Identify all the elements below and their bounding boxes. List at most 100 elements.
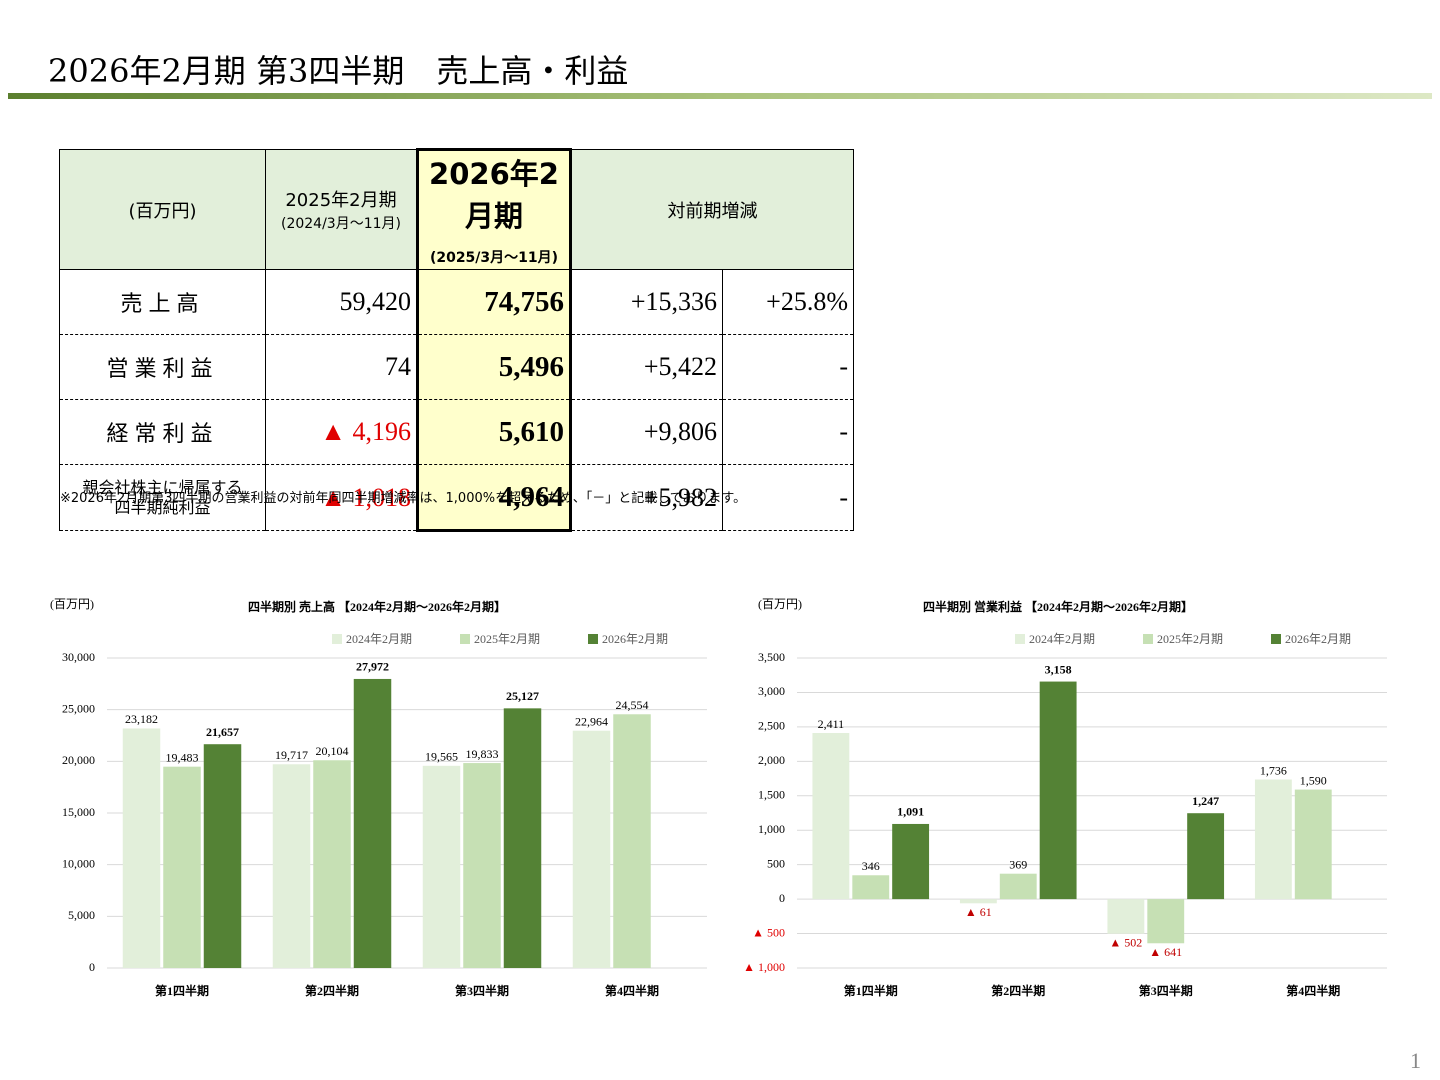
x-tick-label: 第1四半期 <box>844 983 898 998</box>
title-rule <box>8 93 1432 99</box>
x-tick-label: 第4四半期 <box>605 983 659 998</box>
cell: ▲ 1,018 <box>265 464 418 531</box>
row-label: 売上高 <box>59 269 266 335</box>
x-tick-label: 第1四半期 <box>155 983 209 998</box>
y-tick-label: 0 <box>89 960 95 974</box>
bar <box>353 678 392 968</box>
slide-title: 2026年2月期 第3四半期 売上高・利益 <box>48 52 629 90</box>
prev-header-range: (2024/3月～11月) <box>281 216 401 232</box>
y-tick-label: 30,000 <box>62 650 95 664</box>
value-label: 19,565 <box>425 750 458 764</box>
legend-label: 2024年2月期 <box>346 632 412 646</box>
results-table: (百万円) 2025年2月期 (2024/3月～11月) 2026年2月期 (202… <box>59 148 854 532</box>
bar <box>1039 681 1077 900</box>
bar <box>1147 899 1185 944</box>
value-label: 19,833 <box>466 747 499 761</box>
bar <box>1254 779 1292 900</box>
y-tick-label: 25,000 <box>62 701 95 715</box>
row-label-line: 親会社株主に帰属する <box>82 477 243 497</box>
bar <box>122 728 161 968</box>
x-tick-label: 第3四半期 <box>455 983 509 998</box>
unit-header: (百万円) <box>59 149 266 270</box>
value-label: 20,104 <box>316 744 349 758</box>
y-tick-label: 3,500 <box>758 650 785 664</box>
value-label: 23,182 <box>125 712 158 726</box>
bar <box>272 764 311 968</box>
bar <box>1187 813 1225 900</box>
legend-label: 2025年2月期 <box>474 632 540 646</box>
y-tick-label: 1,000 <box>758 822 785 836</box>
cell: +25.8% <box>722 269 854 335</box>
y-tick-label: 15,000 <box>62 805 95 819</box>
value-label: 2,411 <box>818 717 845 731</box>
value-label: 24,554 <box>616 698 649 712</box>
cell: +9,806 <box>570 399 723 465</box>
y-tick-label: 0 <box>779 891 785 905</box>
value-label: 21,657 <box>206 725 239 739</box>
prev-header: 2025年2月期 (2024/3月～11月) <box>265 149 418 270</box>
y-tick-label: ▲ 1,000 <box>743 960 785 974</box>
page-number: 1 <box>1410 1048 1421 1073</box>
value-label: 1,590 <box>1300 773 1327 787</box>
legend-swatch <box>1271 634 1281 644</box>
bar <box>1294 789 1332 900</box>
y-tick-label: 2,500 <box>758 719 785 733</box>
cell: - <box>722 334 854 400</box>
y-tick-label: 5,000 <box>68 908 95 922</box>
legend-label: 2025年2月期 <box>1157 632 1223 646</box>
y-tick-label: 500 <box>767 856 785 870</box>
legend-swatch <box>332 634 342 644</box>
y-tick-label: 2,000 <box>758 753 785 767</box>
value-label: 22,964 <box>575 714 608 728</box>
bar <box>163 766 201 968</box>
y-tick-label: 10,000 <box>62 856 95 870</box>
cell: 4,964 <box>416 464 572 532</box>
row-label-line: 四半期純利益 <box>114 497 211 517</box>
bar <box>572 730 611 968</box>
prev-header-title: 2025年2月期 <box>285 190 397 211</box>
row-label: 経常利益 <box>59 399 266 465</box>
cell: - <box>722 464 854 531</box>
legend-swatch <box>1143 634 1153 644</box>
y-tick-label: 20,000 <box>62 753 95 767</box>
y-tick-label: 1,500 <box>758 788 785 802</box>
cell: +5,422 <box>570 334 723 400</box>
y-tick-label: ▲ 500 <box>752 925 785 939</box>
cell: +15,336 <box>570 269 723 335</box>
bar <box>313 760 351 968</box>
bar <box>812 733 850 900</box>
bar <box>613 714 651 968</box>
footnote: ※2026年2月期第3四半期の営業利益の対前年同四半期増減率は、1,000%を超… <box>60 491 747 506</box>
curr-header-title: 2026年2月期 <box>429 157 559 233</box>
bar <box>892 823 930 900</box>
value-label: ▲ 641 <box>1149 945 1182 959</box>
cell: 74,756 <box>416 269 572 335</box>
value-label: ▲ 61 <box>965 905 992 919</box>
value-label: 1,091 <box>897 805 924 819</box>
bar <box>503 708 542 968</box>
bar <box>959 899 997 904</box>
value-label: 19,717 <box>275 748 308 762</box>
x-tick-label: 第2四半期 <box>305 983 359 998</box>
value-label: 1,736 <box>1260 763 1287 777</box>
value-label: 346 <box>862 859 880 873</box>
change-header: 対前期増減 <box>570 149 854 270</box>
legend-label: 2026年2月期 <box>602 632 668 646</box>
chart-unit: (百万円) <box>758 597 802 611</box>
curr-header: 2026年2月期 (2025/3月～11月) <box>416 148 572 270</box>
bar <box>999 873 1037 900</box>
x-tick-label: 第3四半期 <box>1139 983 1193 998</box>
cell: 59,420 <box>265 269 418 335</box>
bar <box>463 763 501 968</box>
value-label: 369 <box>1009 857 1027 871</box>
value-label: 1,247 <box>1192 794 1219 808</box>
value-label: 3,158 <box>1045 662 1072 676</box>
bar <box>422 765 461 968</box>
legend-label: 2024年2月期 <box>1029 632 1095 646</box>
legend-swatch <box>460 634 470 644</box>
legend-swatch <box>588 634 598 644</box>
bar <box>852 875 890 900</box>
cell: - <box>722 399 854 465</box>
